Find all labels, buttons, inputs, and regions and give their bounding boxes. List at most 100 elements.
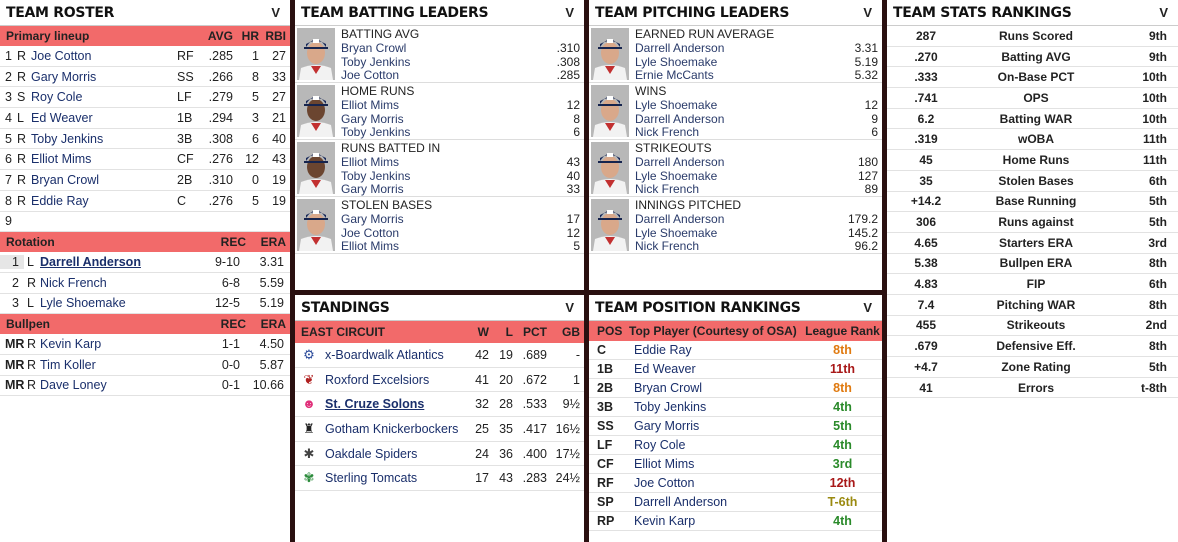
team-name[interactable]: Oakdale Spiders	[325, 446, 418, 461]
position-row[interactable]: SS Gary Morris 5th	[589, 417, 882, 436]
team-name[interactable]: Gotham Knickerbockers	[325, 421, 459, 436]
player-name[interactable]: Ed Weaver	[31, 110, 93, 125]
player-name[interactable]: Elliot Mims	[31, 152, 92, 167]
leader-name[interactable]: Gary Morris	[341, 111, 404, 126]
chevron-down-icon[interactable]: V	[863, 300, 872, 315]
pitcher-row[interactable]: MR R Tim Koller 0-0 5.87	[0, 355, 290, 376]
chevron-down-icon[interactable]: V	[565, 5, 574, 20]
chevron-down-icon[interactable]: V	[565, 300, 574, 315]
position-row[interactable]: RP Kevin Karp 4th	[589, 512, 882, 531]
player-name[interactable]: Bryan Crowl	[31, 172, 100, 187]
team-name[interactable]: Roxford Excelsiors	[325, 372, 430, 387]
stat-rank: 5th	[1149, 215, 1167, 230]
pitcher-row[interactable]: MR R Kevin Karp 1-1 4.50	[0, 334, 290, 355]
eagle-icon: ❦	[303, 371, 315, 387]
top-player[interactable]: Gary Morris	[634, 419, 700, 433]
chevron-down-icon[interactable]: V	[271, 5, 280, 20]
era: 4.50	[259, 337, 284, 352]
lineup-row[interactable]: 2 R Gary Morris SS .266 8 33	[0, 67, 290, 88]
player-name[interactable]: Gary Morris	[31, 69, 97, 84]
standings-row[interactable]: ✾ Sterling Tomcats 17 43 .283 24½	[295, 466, 584, 492]
lineup-row[interactable]: 9	[0, 212, 290, 233]
leader-name[interactable]: Toby Jenkins	[341, 168, 411, 183]
team-name[interactable]: x-Boardwalk Atlantics	[325, 347, 444, 362]
wins: 24	[475, 446, 489, 461]
position: LF	[177, 90, 192, 105]
team-name[interactable]: St. Cruze Solons	[325, 397, 425, 412]
pitcher-name[interactable]: Tim Koller	[40, 357, 96, 372]
pitcher-row[interactable]: MR R Dave Loney 0-1 10.66	[0, 376, 290, 397]
top-player[interactable]: Ed Weaver	[634, 362, 696, 376]
pitcher-name[interactable]: Darrell Anderson	[40, 255, 141, 270]
player-name[interactable]: Roy Cole	[31, 90, 83, 105]
lineup-row[interactable]: 5 R Toby Jenkins 3B .308 6 40	[0, 129, 290, 150]
position-row[interactable]: 2B Bryan Crowl 8th	[589, 379, 882, 398]
top-player[interactable]: Elliot Mims	[634, 457, 695, 471]
leader-name[interactable]: Gary Morris	[341, 212, 404, 226]
leader-name[interactable]: Gary Morris	[341, 182, 404, 196]
leader-name[interactable]: Bryan Crowl	[341, 41, 407, 55]
pitcher-name[interactable]: Nick French	[40, 275, 107, 290]
leader-name[interactable]: Joe Cotton	[341, 68, 400, 82]
player-name[interactable]: Eddie Ray	[31, 193, 89, 208]
position-row[interactable]: C Eddie Ray 8th	[589, 341, 882, 360]
player-photo	[297, 85, 335, 137]
pitcher-row[interactable]: 3 L Lyle Shoemake 12-5 5.19	[0, 294, 290, 315]
lineup-row[interactable]: 6 R Elliot Mims CF .276 12 43	[0, 149, 290, 171]
leader-name[interactable]: Darrell Anderson	[635, 111, 725, 126]
leader-name[interactable]: Lyle Shoemake	[635, 98, 718, 112]
standings-row[interactable]: ☻ St. Cruze Solons 32 28 .533 9½	[295, 392, 584, 418]
top-player[interactable]: Toby Jenkins	[634, 400, 707, 414]
top-player[interactable]: Bryan Crowl	[634, 381, 703, 395]
leader-name[interactable]: Nick French	[635, 182, 700, 196]
lineup-row[interactable]: 7 R Bryan Crowl 2B .310 0 19	[0, 170, 290, 191]
pitcher-name[interactable]: Kevin Karp	[40, 337, 102, 352]
leader-name[interactable]: Lyle Shoemake	[635, 54, 718, 69]
lineup-row[interactable]: 1 R Joe Cotton RF .285 1 27	[0, 46, 290, 67]
position-row[interactable]: SP Darrell Anderson T-6th	[589, 493, 882, 512]
pitcher-row[interactable]: 1 L Darrell Anderson 9-10 3.31	[0, 252, 290, 273]
pos: SS	[597, 419, 614, 433]
lineup-row[interactable]: 4 L Ed Weaver 1B .294 3 21	[0, 108, 290, 129]
top-player[interactable]: Eddie Ray	[634, 343, 692, 357]
stat-value: +4.7	[914, 359, 938, 374]
leader-name[interactable]: Joe Cotton	[341, 225, 400, 240]
leader-name[interactable]: Nick French	[635, 125, 700, 139]
position-row[interactable]: LF Roy Cole 4th	[589, 436, 882, 455]
pitcher-row[interactable]: 2 R Nick French 6-8 5.59	[0, 273, 290, 294]
leader-name[interactable]: Nick French	[635, 239, 700, 253]
top-player[interactable]: Kevin Karp	[634, 514, 696, 528]
leader-name[interactable]: Darrell Anderson	[635, 41, 725, 55]
leader-name[interactable]: Elliot Mims	[341, 155, 400, 169]
standings-row[interactable]: ⚙ x-Boardwalk Atlantics 42 19 .689 -	[295, 343, 584, 368]
position-row[interactable]: 3B Toby Jenkins 4th	[589, 398, 882, 417]
leader-name[interactable]: Elliot Mims	[341, 98, 400, 112]
position-row[interactable]: CF Elliot Mims 3rd	[589, 455, 882, 474]
lineup-row[interactable]: 3 S Roy Cole LF .279 5 27	[0, 87, 290, 109]
leader-name[interactable]: Darrell Anderson	[635, 155, 725, 169]
player-name[interactable]: Toby Jenkins	[31, 131, 104, 146]
pitcher-name[interactable]: Dave Loney	[40, 378, 107, 393]
top-player[interactable]: Joe Cotton	[634, 476, 695, 490]
chevron-down-icon[interactable]: V	[1159, 5, 1168, 20]
standings-row[interactable]: ❦ Roxford Excelsiors 41 20 .672 1	[295, 368, 584, 393]
leader-name[interactable]: Lyle Shoemake	[635, 168, 718, 183]
position-row[interactable]: RF Joe Cotton 12th	[589, 474, 882, 493]
leader-name[interactable]: Lyle Shoemake	[635, 225, 718, 240]
standings-row[interactable]: ♜ Gotham Knickerbockers 25 35 .417 16½	[295, 417, 584, 442]
top-player[interactable]: Roy Cole	[634, 438, 686, 452]
player-name[interactable]: Joe Cotton	[31, 48, 92, 63]
leader-name[interactable]: Toby Jenkins	[341, 54, 411, 69]
leader-name[interactable]: Ernie McCants	[635, 68, 714, 82]
avg: .310	[208, 172, 233, 187]
position-row[interactable]: 1B Ed Weaver 11th	[589, 360, 882, 379]
leader-name[interactable]: Darrell Anderson	[635, 212, 725, 226]
pitcher-name[interactable]: Lyle Shoemake	[40, 296, 126, 311]
leader-name[interactable]: Toby Jenkins	[341, 125, 411, 139]
standings-row[interactable]: ✱ Oakdale Spiders 24 36 .400 17½	[295, 442, 584, 467]
chevron-down-icon[interactable]: V	[863, 5, 872, 20]
lineup-row[interactable]: 8 R Eddie Ray C .276 5 19	[0, 191, 290, 212]
top-player[interactable]: Darrell Anderson	[634, 495, 728, 509]
leader-name[interactable]: Elliot Mims	[341, 239, 400, 253]
team-name[interactable]: Sterling Tomcats	[325, 471, 418, 486]
